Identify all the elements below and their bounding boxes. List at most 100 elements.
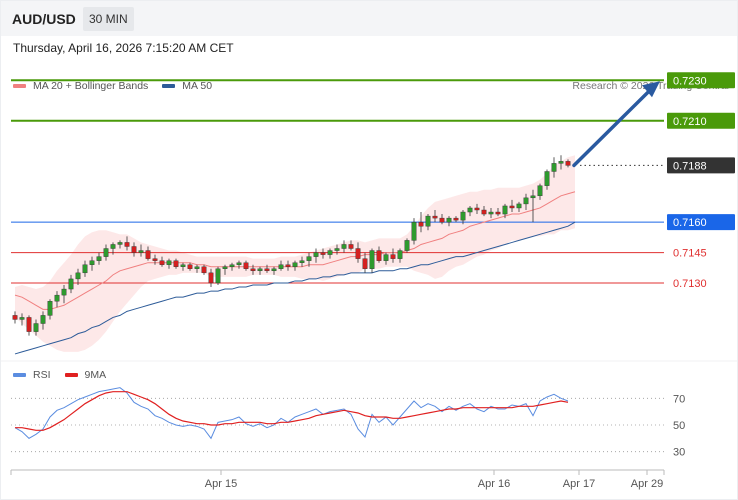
candle-body <box>47 301 53 316</box>
candle-body <box>439 217 445 223</box>
candle-body <box>516 203 522 209</box>
candle-body <box>117 242 123 245</box>
candle-body <box>425 215 431 227</box>
chart-header: AUD/USD 30 MIN <box>0 0 738 36</box>
candle-body <box>271 268 277 272</box>
ma50-line <box>14 221 576 355</box>
rsi-ma-line <box>15 391 569 431</box>
level-label-0-7145: 0.7145 <box>673 248 707 260</box>
candle-body <box>110 244 116 249</box>
candle-body <box>404 240 410 251</box>
candle-body <box>362 258 368 269</box>
rsi-grid: 70 50 30 <box>11 393 685 459</box>
level-box-0-7160 <box>667 214 735 231</box>
candle-body <box>19 317 25 320</box>
candle-body <box>565 161 571 166</box>
candle-body <box>285 264 291 267</box>
candle-body <box>208 272 214 284</box>
candle-body <box>544 171 550 186</box>
candle-body <box>502 205 508 215</box>
candle-body <box>411 221 417 241</box>
candle-body <box>481 209 487 215</box>
rsi-tick-label-30: 30 <box>673 447 685 459</box>
rsi-line <box>14 387 569 440</box>
candle-body <box>355 248 361 259</box>
level-box-0-7230 <box>667 72 735 89</box>
candle-body <box>432 215 438 219</box>
candle-body <box>194 266 200 269</box>
candle-body <box>306 256 312 261</box>
candle-body <box>418 221 424 227</box>
level-label-0-7130: 0.7130 <box>673 278 707 290</box>
x-tick-label-apr-29: Apr 29 <box>631 478 663 490</box>
legend-rsi-ma-swatch <box>64 373 78 377</box>
candle-body <box>215 268 221 284</box>
rsi-tick-label-70: 70 <box>673 393 685 405</box>
level-label-0-7230: 0.7230 <box>673 75 707 87</box>
candle-body <box>474 207 480 211</box>
candle-body <box>523 197 529 205</box>
candle-body <box>250 268 256 272</box>
candle-body <box>187 264 193 269</box>
candle-body <box>180 264 186 267</box>
x-tick-label-apr-17: Apr 17 <box>563 478 595 490</box>
candle-body <box>82 264 88 274</box>
legend-ma20: MA 20 + Bollinger Bands <box>13 80 148 92</box>
candle-body <box>390 254 396 259</box>
legend-ma50-label: MA 50 <box>182 80 213 92</box>
x-axis: Apr 15 Apr 16 Apr 17 Apr 29 <box>10 469 665 490</box>
candles <box>12 155 571 336</box>
candle-body <box>96 256 102 261</box>
price-levels: 0.7230 0.7210 0.7188 0.7160 0.7145 0.7130 <box>11 72 735 290</box>
candle-body <box>26 317 32 332</box>
candle-body <box>376 250 382 261</box>
level-label-0-7210: 0.7210 <box>673 116 707 128</box>
candle-body <box>446 217 452 223</box>
candle-body <box>124 242 130 247</box>
candle-body <box>509 205 515 209</box>
candle-body <box>243 262 249 269</box>
candle-body <box>278 264 284 269</box>
candle-body <box>551 163 557 172</box>
legend-rsi: RSI <box>13 369 51 381</box>
candle-body <box>299 260 305 263</box>
candle-body <box>131 246 137 253</box>
candle-body <box>397 250 403 259</box>
candle-body <box>236 262 242 265</box>
candle-body <box>334 248 340 251</box>
legend-ma50-swatch <box>162 84 176 88</box>
candle-body <box>40 315 46 324</box>
candle-body <box>537 185 543 197</box>
legend-ma50: MA 50 <box>162 80 212 92</box>
candle-body <box>145 250 151 259</box>
candle-body <box>173 260 179 267</box>
candle-body <box>222 266 228 269</box>
candle-body <box>488 211 494 215</box>
candle-body <box>327 250 333 255</box>
candle-body <box>229 264 235 267</box>
candle-body <box>89 260 95 265</box>
candle-body <box>558 161 564 164</box>
candle-body <box>103 248 109 257</box>
rsi-tick-label-50: 50 <box>673 420 685 432</box>
candle-body <box>257 268 263 272</box>
symbol-title: AUD/USD <box>12 11 76 27</box>
candle-body <box>341 244 347 249</box>
candle-body <box>152 258 158 261</box>
candle-body <box>453 217 459 221</box>
rsi-legend: RSI 9MA <box>13 369 120 381</box>
projection-arrow-head <box>642 81 660 98</box>
candle-body <box>159 260 165 265</box>
candle-body <box>201 266 207 274</box>
candle-body <box>292 262 298 267</box>
legend-rsi-ma-label: 9MA <box>84 369 107 381</box>
x-tick-label-apr-15: Apr 15 <box>205 478 237 490</box>
legend-rsi-swatch <box>13 373 26 377</box>
level-box-0-7210 <box>667 112 735 129</box>
candle-body <box>348 244 354 249</box>
legend-rsi-label: RSI <box>33 369 51 381</box>
legend-ma20-label: MA 20 + Bollinger Bands <box>33 80 149 92</box>
timeframe-button[interactable]: 30 MIN <box>83 7 134 31</box>
candle-body <box>495 211 501 215</box>
